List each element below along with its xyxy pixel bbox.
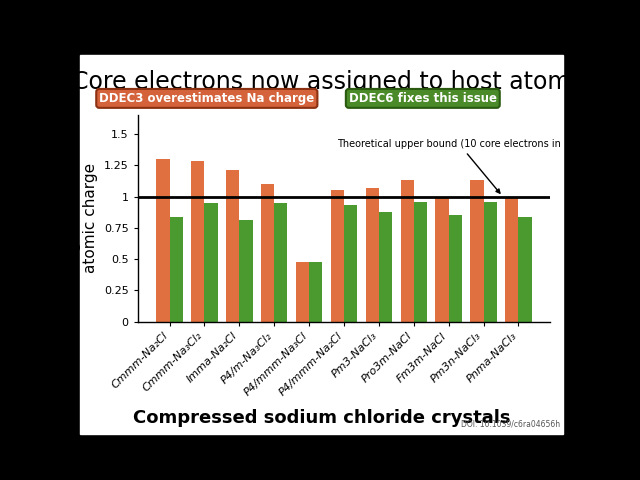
- Bar: [518, 216, 532, 322]
- Text: Compressed sodium chloride crystals: Compressed sodium chloride crystals: [133, 408, 510, 427]
- Bar: [413, 202, 427, 322]
- Text: DOI: 10.1039/c6ra04656h: DOI: 10.1039/c6ra04656h: [461, 420, 560, 429]
- Text: DDEC3 overestimates Na charge: DDEC3 overestimates Na charge: [99, 92, 314, 105]
- Text: Theoretical upper bound (10 core electrons in Na): Theoretical upper bound (10 core electro…: [337, 139, 581, 193]
- Bar: [344, 205, 357, 322]
- Bar: [205, 203, 218, 322]
- Bar: [379, 212, 392, 322]
- Y-axis label: Largest Na net
atomic charge: Largest Na net atomic charge: [66, 162, 99, 275]
- Bar: [365, 188, 379, 322]
- Bar: [191, 161, 205, 322]
- Text: Core electrons now assigned to host atom: Core electrons now assigned to host atom: [72, 70, 571, 94]
- Bar: [331, 190, 344, 322]
- Bar: [296, 262, 309, 322]
- Text: DDEC6 fixes this issue: DDEC6 fixes this issue: [349, 92, 497, 105]
- Bar: [435, 198, 449, 322]
- Bar: [470, 180, 483, 322]
- Bar: [505, 198, 518, 322]
- Bar: [275, 203, 287, 322]
- Bar: [226, 170, 239, 322]
- Bar: [170, 216, 183, 322]
- Bar: [449, 215, 462, 322]
- Bar: [483, 202, 497, 322]
- Bar: [401, 180, 413, 322]
- Bar: [309, 262, 323, 322]
- Bar: [156, 159, 170, 322]
- Bar: [261, 184, 275, 322]
- Bar: [239, 220, 253, 322]
